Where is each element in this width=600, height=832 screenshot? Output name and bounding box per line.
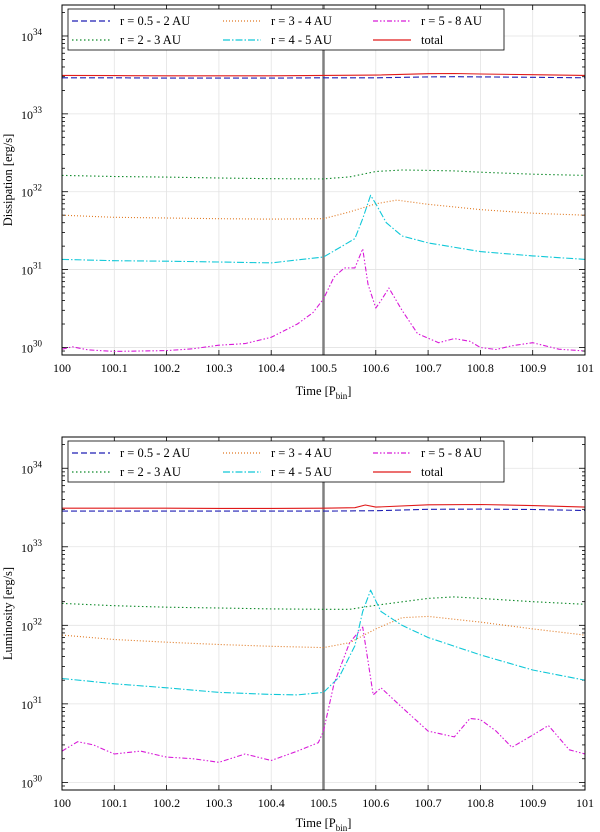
y-tick-label: 1032 [21,183,42,200]
x-axis-label-main: Time [P [296,384,336,398]
legend-box [67,8,505,51]
x-tick-label: 100.4 [258,796,285,810]
x-tick-label: 100 [53,796,71,810]
x-axis-label-main: Time [P [296,816,336,830]
luminosity-panel: 100 100.1 100.2 100.3 100.4 100.5 100.6 100.7 10… [1,436,594,832]
x-axis-label-end: ] [347,384,351,398]
x-tick-label: 100.5 [310,796,337,810]
legend-label: r = 2 - 3 AU [120,465,181,479]
y-tick-base: 10 [21,541,33,555]
x-tick-label: 100.1 [101,796,128,810]
legend-label: r = 4 - 5 AU [271,33,332,47]
legend-label: r = 5 - 8 AU [421,446,482,460]
y-tick-base: 10 [21,186,33,200]
legend-label: total [421,33,444,47]
series-line-r-0-5-2-au [62,76,585,79]
y-tick-exponent: 31 [33,261,42,271]
y-tick-exponent: 33 [33,105,43,115]
y-tick-exponent: 31 [33,695,42,705]
series-line-r-4-5-au [62,589,585,696]
series-group [62,72,585,352]
y-tick-exponent: 32 [33,616,42,626]
x-tick-label: 100.2 [153,796,180,810]
y-tick-label: 1032 [21,616,42,633]
legend-label: r = 0.5 - 2 AU [120,446,190,460]
legend-label: r = 3 - 4 AU [271,446,332,460]
y-tick-base: 10 [21,698,33,712]
y-tick-label: 1034 [21,27,43,44]
y-tick-label: 1033 [21,538,43,555]
y-tick-base: 10 [21,776,33,790]
y-tick-base: 10 [21,462,33,476]
legend-label: r = 3 - 4 AU [271,14,332,28]
series-group [62,503,585,763]
series-line-r-3-4-au [62,615,585,649]
legend-label: total [421,465,444,479]
x-tick-label: 100.9 [519,361,546,375]
x-axis-label-end: ] [347,816,351,830]
series-line-r-5-8-au [62,248,585,352]
y-tick-label: 1030 [21,338,43,355]
series-line-r-3-4-au [62,199,585,220]
y-tick-base: 10 [21,108,33,122]
legend-label: r = 0.5 - 2 AU [120,14,190,28]
legend-box [67,440,505,483]
x-axis-label: Time [Pbin] [296,816,352,832]
y-tick-label: 1033 [21,105,43,122]
x-tick-label: 100.2 [153,361,180,375]
y-tick-base: 10 [21,619,33,633]
x-axis-label: Time [Pbin] [296,384,352,401]
series-line-total [62,503,585,509]
y-tick-label: 1034 [21,459,43,476]
legend-label: r = 2 - 3 AU [120,33,181,47]
x-tick-label: 101 [576,361,594,375]
x-axis-label-sub: bin [336,391,348,401]
y-tick-base: 10 [21,264,33,278]
series-line-r-5-8-au [62,626,585,763]
x-tick-label: 100.8 [467,361,494,375]
x-tick-label: 100 [53,361,71,375]
x-tick-label: 100.5 [310,361,337,375]
y-tick-exponent: 30 [33,338,43,348]
y-tick-label: 1030 [21,773,43,790]
series-line-r-0-5-2-au [62,508,585,512]
x-tick-label: 100.6 [362,361,389,375]
x-tick-label: 100.4 [258,361,285,375]
x-axis-label-sub: bin [336,823,348,832]
y-tick-exponent: 34 [33,27,43,37]
y-tick-exponent: 32 [33,183,42,193]
y-tick-label: 1031 [21,695,42,712]
plot-frame [61,4,586,356]
x-tick-label: 100.7 [415,361,442,375]
x-tick-label: 101 [576,796,594,810]
y-tick-base: 10 [21,341,33,355]
series-line-r-4-5-au [62,194,585,264]
y-tick-label: 1031 [21,261,42,278]
legend-label: r = 4 - 5 AU [271,465,332,479]
series-line-r-2-3-au [62,596,585,610]
x-tick-label: 100.9 [519,796,546,810]
series-line-total [62,72,585,77]
legend-label: r = 5 - 8 AU [421,14,482,28]
x-tick-label: 100.3 [205,796,232,810]
y-axis-label: Luminosity [erg/s] [1,567,15,660]
x-tick-label: 100.1 [101,361,128,375]
y-axis-label: Dissipation [erg/s] [1,134,15,226]
x-tick-label: 100.6 [362,796,389,810]
series-line-r-2-3-au [62,169,585,180]
dissipation-panel: 100 100.1 100.2 100.3 100.4 100.5 100.6 100.7 10… [1,4,594,401]
y-tick-base: 10 [21,30,33,44]
x-tick-label: 100.8 [467,796,494,810]
plot-frame [61,436,586,791]
x-tick-label: 100.7 [415,796,442,810]
y-tick-exponent: 30 [33,773,43,783]
y-tick-exponent: 34 [33,459,43,469]
y-tick-exponent: 33 [33,538,43,548]
x-tick-label: 100.3 [205,361,232,375]
